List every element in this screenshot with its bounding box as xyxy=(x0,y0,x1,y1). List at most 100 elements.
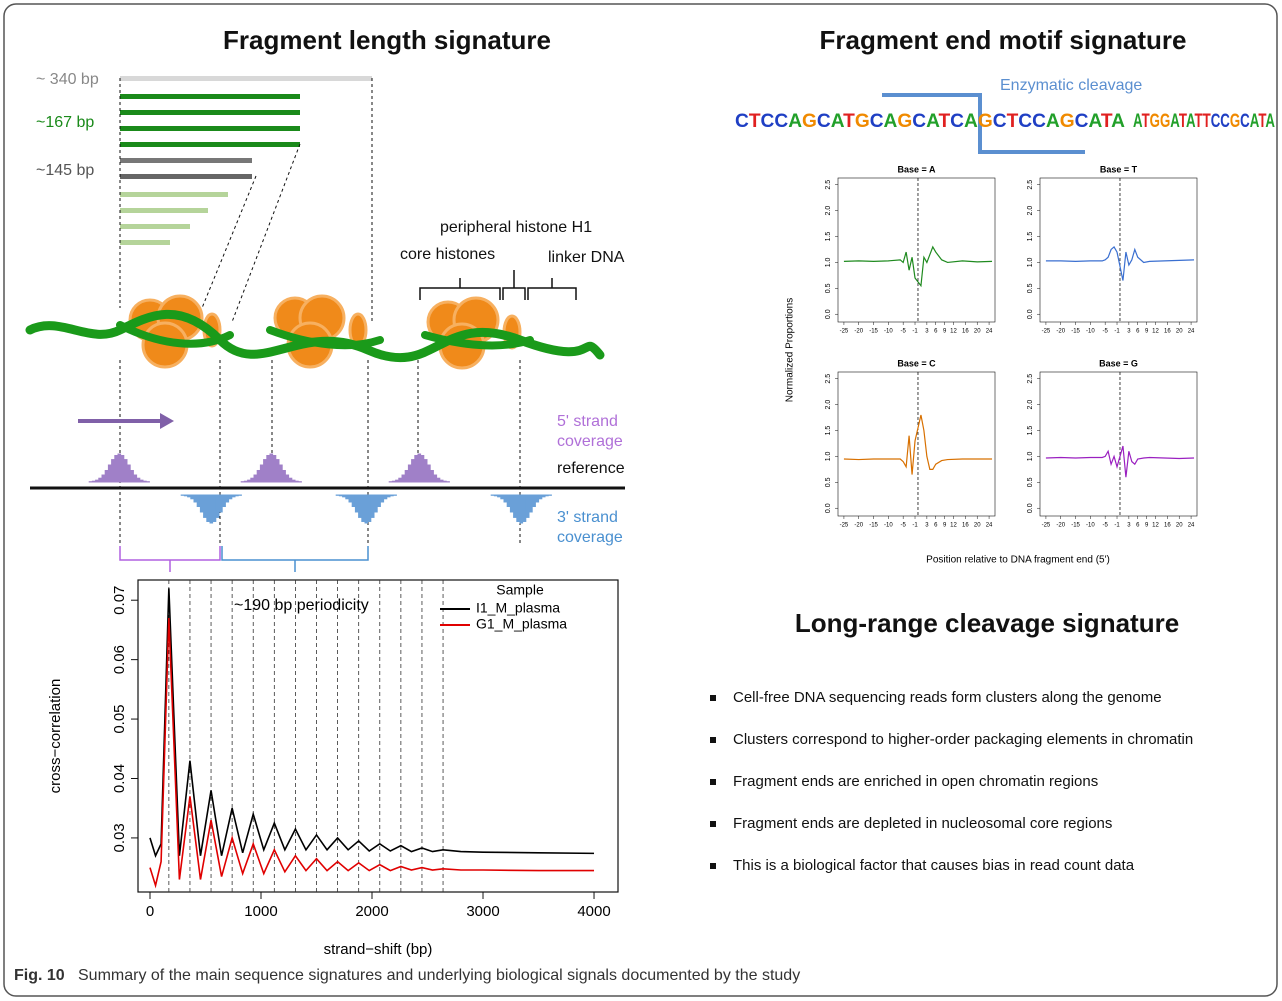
coverage-bar xyxy=(291,479,296,483)
coverage-bar xyxy=(535,494,540,503)
x-tick-label: -25 xyxy=(1042,523,1051,529)
coverage-bar xyxy=(348,494,353,503)
x-tick-label: -1 xyxy=(1114,523,1120,529)
base-letter: C xyxy=(1075,111,1089,132)
coverage-bar xyxy=(98,477,102,483)
length-label: ~167 bp xyxy=(36,114,94,131)
bullet-list: Cell-free DNA sequencing reads form clus… xyxy=(710,689,1193,874)
base-letter: T xyxy=(1258,111,1266,132)
coverage-bar xyxy=(259,464,264,483)
y-tick-label: 0.0 xyxy=(1027,503,1034,513)
figure-border xyxy=(3,3,1278,997)
plot-frame xyxy=(1039,371,1198,517)
x-tick-label: -5 xyxy=(900,329,906,335)
y-tick-label: 1.5 xyxy=(825,232,832,242)
panel-title: Fragment length signature xyxy=(223,25,551,55)
fragment-bars xyxy=(120,76,372,245)
coverage-bar xyxy=(529,494,533,513)
base-letter: C xyxy=(1018,111,1032,132)
data-line xyxy=(843,245,993,288)
caption-label: Fig. 10 xyxy=(14,967,65,984)
x-tick-label: -10 xyxy=(884,329,893,335)
coverage-bar xyxy=(212,494,217,522)
base-letter: G xyxy=(1160,111,1170,132)
coverage-bar xyxy=(391,480,396,483)
guide-lines xyxy=(119,78,521,545)
coverage-bar xyxy=(111,459,115,483)
annotation: ~190 bp periodicity xyxy=(234,597,369,614)
annotation: reference xyxy=(557,460,625,477)
y-tick-label: 1.0 xyxy=(1027,257,1034,267)
y-tick-label: 2.0 xyxy=(1027,206,1034,216)
x-tick-label: 24 xyxy=(1188,523,1195,529)
y-tick-label: 1.0 xyxy=(825,257,832,267)
coverage-bar xyxy=(519,494,524,524)
y-tick-label: 0.07 xyxy=(111,586,128,615)
annotation: linker DNA xyxy=(548,249,625,266)
coverage-bar xyxy=(190,494,194,500)
chart-title: Base = G xyxy=(1099,358,1138,368)
plot-frame xyxy=(837,371,996,517)
base-letter: C xyxy=(1032,111,1046,132)
x-tick-label: -25 xyxy=(1042,329,1051,335)
base-letter: A xyxy=(788,111,802,132)
x-tick-label: 12 xyxy=(950,329,957,335)
annotation: 3' strand xyxy=(557,509,618,526)
base-letter: C xyxy=(950,111,964,132)
coverage-bar xyxy=(263,459,267,483)
bullet-text: This is a biological factor that causes … xyxy=(733,857,1135,874)
coverage-bar xyxy=(187,494,191,498)
coverage-bar xyxy=(497,494,501,498)
coverage-bar xyxy=(107,464,112,483)
x-tick-label: -25 xyxy=(840,329,849,335)
plot-frame xyxy=(1039,177,1198,323)
base-letter: A xyxy=(1133,111,1143,132)
bullet xyxy=(710,779,716,785)
coverage-bar xyxy=(183,494,188,497)
coverage-bar xyxy=(117,453,122,483)
data-line xyxy=(149,617,595,889)
y-tick-label: 0.0 xyxy=(825,503,832,513)
data-line xyxy=(149,588,595,858)
coverage-bar xyxy=(513,494,517,518)
base-letter: G xyxy=(897,111,912,132)
base-letter: T xyxy=(1195,111,1203,132)
y-tick-label: 2.5 xyxy=(1027,374,1034,384)
coverage-bar xyxy=(433,474,438,483)
x-tick-label: 16 xyxy=(962,329,969,335)
base-letter: A xyxy=(1046,111,1060,132)
bullet-text: Fragment ends are depleted in nucleosoma… xyxy=(733,815,1112,832)
bullet xyxy=(710,737,716,743)
annotation: core histones xyxy=(400,246,495,263)
coverage-bar xyxy=(354,494,359,513)
axis-label: Normalized Proportions xyxy=(785,298,796,403)
x-tick-label: -10 xyxy=(1086,523,1095,529)
coverage-bar xyxy=(101,474,106,483)
bullet xyxy=(710,695,716,701)
y-tick-label: 0.04 xyxy=(111,764,128,793)
base-letter: A xyxy=(1170,111,1180,132)
coverage-bar xyxy=(538,494,543,500)
x-tick-label: 20 xyxy=(1176,523,1183,529)
coverage-bar xyxy=(275,459,280,483)
coverage-bar xyxy=(361,494,365,522)
coverage-bar xyxy=(386,494,391,498)
coverage-bar xyxy=(206,494,210,522)
chart-title: Base = T xyxy=(1100,164,1138,174)
coverage-bar xyxy=(443,480,447,483)
base-letter: G xyxy=(1060,111,1075,132)
coverage-bar xyxy=(133,474,138,483)
y-tick-label: 1.5 xyxy=(825,426,832,436)
coverage-bar xyxy=(411,459,415,483)
x-tick-label: 12 xyxy=(1152,329,1159,335)
base-letter: G xyxy=(855,111,870,132)
coverage-bar xyxy=(127,464,131,483)
coverage-bar xyxy=(500,494,504,500)
coverage-bar xyxy=(266,455,270,483)
coverage-bar xyxy=(120,455,125,483)
axis-label: strand−shift (bp) xyxy=(324,941,433,958)
coverage-bar xyxy=(351,494,356,508)
coverage-bar xyxy=(143,480,147,483)
y-tick-label: 0.5 xyxy=(1027,283,1034,293)
x-tick-label: -15 xyxy=(869,523,878,529)
